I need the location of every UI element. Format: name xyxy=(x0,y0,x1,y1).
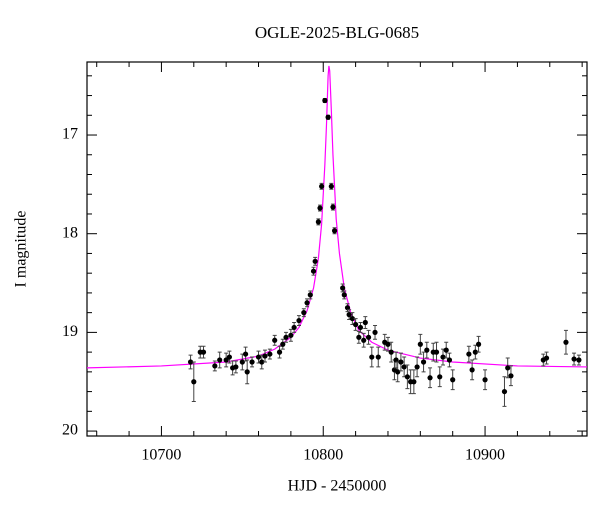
data-point xyxy=(353,321,359,328)
data-point xyxy=(349,315,355,322)
data-point xyxy=(576,357,582,363)
data-point xyxy=(401,364,407,370)
data-point xyxy=(331,228,338,234)
data-point xyxy=(501,388,508,395)
data-point xyxy=(563,339,569,345)
data-point xyxy=(283,334,289,340)
data-point xyxy=(317,205,323,211)
data-point xyxy=(328,183,334,189)
data-point xyxy=(404,374,410,380)
data-point xyxy=(276,349,283,355)
data-point xyxy=(440,354,446,360)
data-point xyxy=(310,268,317,274)
data-point xyxy=(356,334,362,340)
data-point xyxy=(411,379,417,385)
data-point xyxy=(420,359,427,365)
plot-frame xyxy=(86,61,588,437)
data-point xyxy=(340,285,346,291)
data-point xyxy=(505,365,511,371)
y-tick-label: 17 xyxy=(62,126,78,143)
data-point xyxy=(375,354,381,360)
data-point xyxy=(369,354,375,360)
data-point xyxy=(288,332,294,338)
data-point xyxy=(543,355,550,361)
data-point xyxy=(427,375,433,381)
data-point xyxy=(191,379,197,385)
data-point xyxy=(262,353,268,359)
data-point xyxy=(417,341,423,347)
data-point xyxy=(365,334,372,340)
data-point xyxy=(330,204,336,210)
data-point xyxy=(475,341,482,347)
data-point xyxy=(233,364,239,370)
data-point xyxy=(385,341,391,347)
data-point xyxy=(446,357,453,363)
data-point xyxy=(372,329,378,335)
chart-title: OGLE-2025-BLG-0685 xyxy=(255,23,419,42)
data-point xyxy=(307,292,313,298)
data-point xyxy=(296,317,302,324)
y-tick-label: 20 xyxy=(62,422,78,439)
data-point xyxy=(450,377,456,383)
data-point xyxy=(304,300,310,306)
data-point xyxy=(482,377,488,383)
data-point xyxy=(398,359,404,365)
data-point xyxy=(322,97,328,104)
x-tick-label: 10700 xyxy=(141,447,181,464)
data-point xyxy=(301,310,307,316)
data-point xyxy=(280,341,286,347)
data-point xyxy=(291,324,297,331)
y-axis-label: I magnitude xyxy=(13,211,30,288)
data-point xyxy=(388,349,394,355)
data-point xyxy=(319,183,325,189)
data-point xyxy=(357,324,364,331)
data-point xyxy=(242,351,249,357)
data-point xyxy=(226,354,232,360)
y-tick-label: 19 xyxy=(62,323,78,340)
data-point xyxy=(393,357,399,363)
data-point xyxy=(443,347,449,353)
data-point xyxy=(267,351,273,357)
data-point xyxy=(469,367,475,373)
data-point xyxy=(249,359,255,365)
y-tick-label: 18 xyxy=(62,224,78,241)
data-point xyxy=(395,369,401,375)
data-point xyxy=(362,319,368,326)
data-point xyxy=(433,349,440,355)
data-point xyxy=(259,359,265,365)
data-point xyxy=(255,354,262,360)
x-tick-label: 10800 xyxy=(303,447,343,464)
data-point xyxy=(312,258,318,264)
data-point xyxy=(244,369,250,375)
data-point xyxy=(272,337,278,343)
data-point xyxy=(424,347,430,353)
x-tick-label: 10900 xyxy=(465,447,505,464)
data-point xyxy=(571,356,577,362)
data-point xyxy=(212,363,218,369)
data-point xyxy=(325,114,331,120)
data-point xyxy=(239,359,245,365)
x-axis-label: HJD - 2450000 xyxy=(288,478,387,495)
data-point xyxy=(217,357,223,363)
data-point xyxy=(344,305,351,311)
data-point xyxy=(466,351,472,357)
data-point xyxy=(437,374,443,380)
data-point xyxy=(346,312,352,318)
model-curve xyxy=(86,65,588,369)
data-point xyxy=(361,337,367,343)
data-point xyxy=(187,359,194,365)
data-point xyxy=(315,219,321,225)
data-point xyxy=(200,349,207,355)
data-point xyxy=(341,292,347,298)
data-point xyxy=(472,349,478,355)
data-point xyxy=(508,373,514,379)
data-point xyxy=(414,364,420,370)
